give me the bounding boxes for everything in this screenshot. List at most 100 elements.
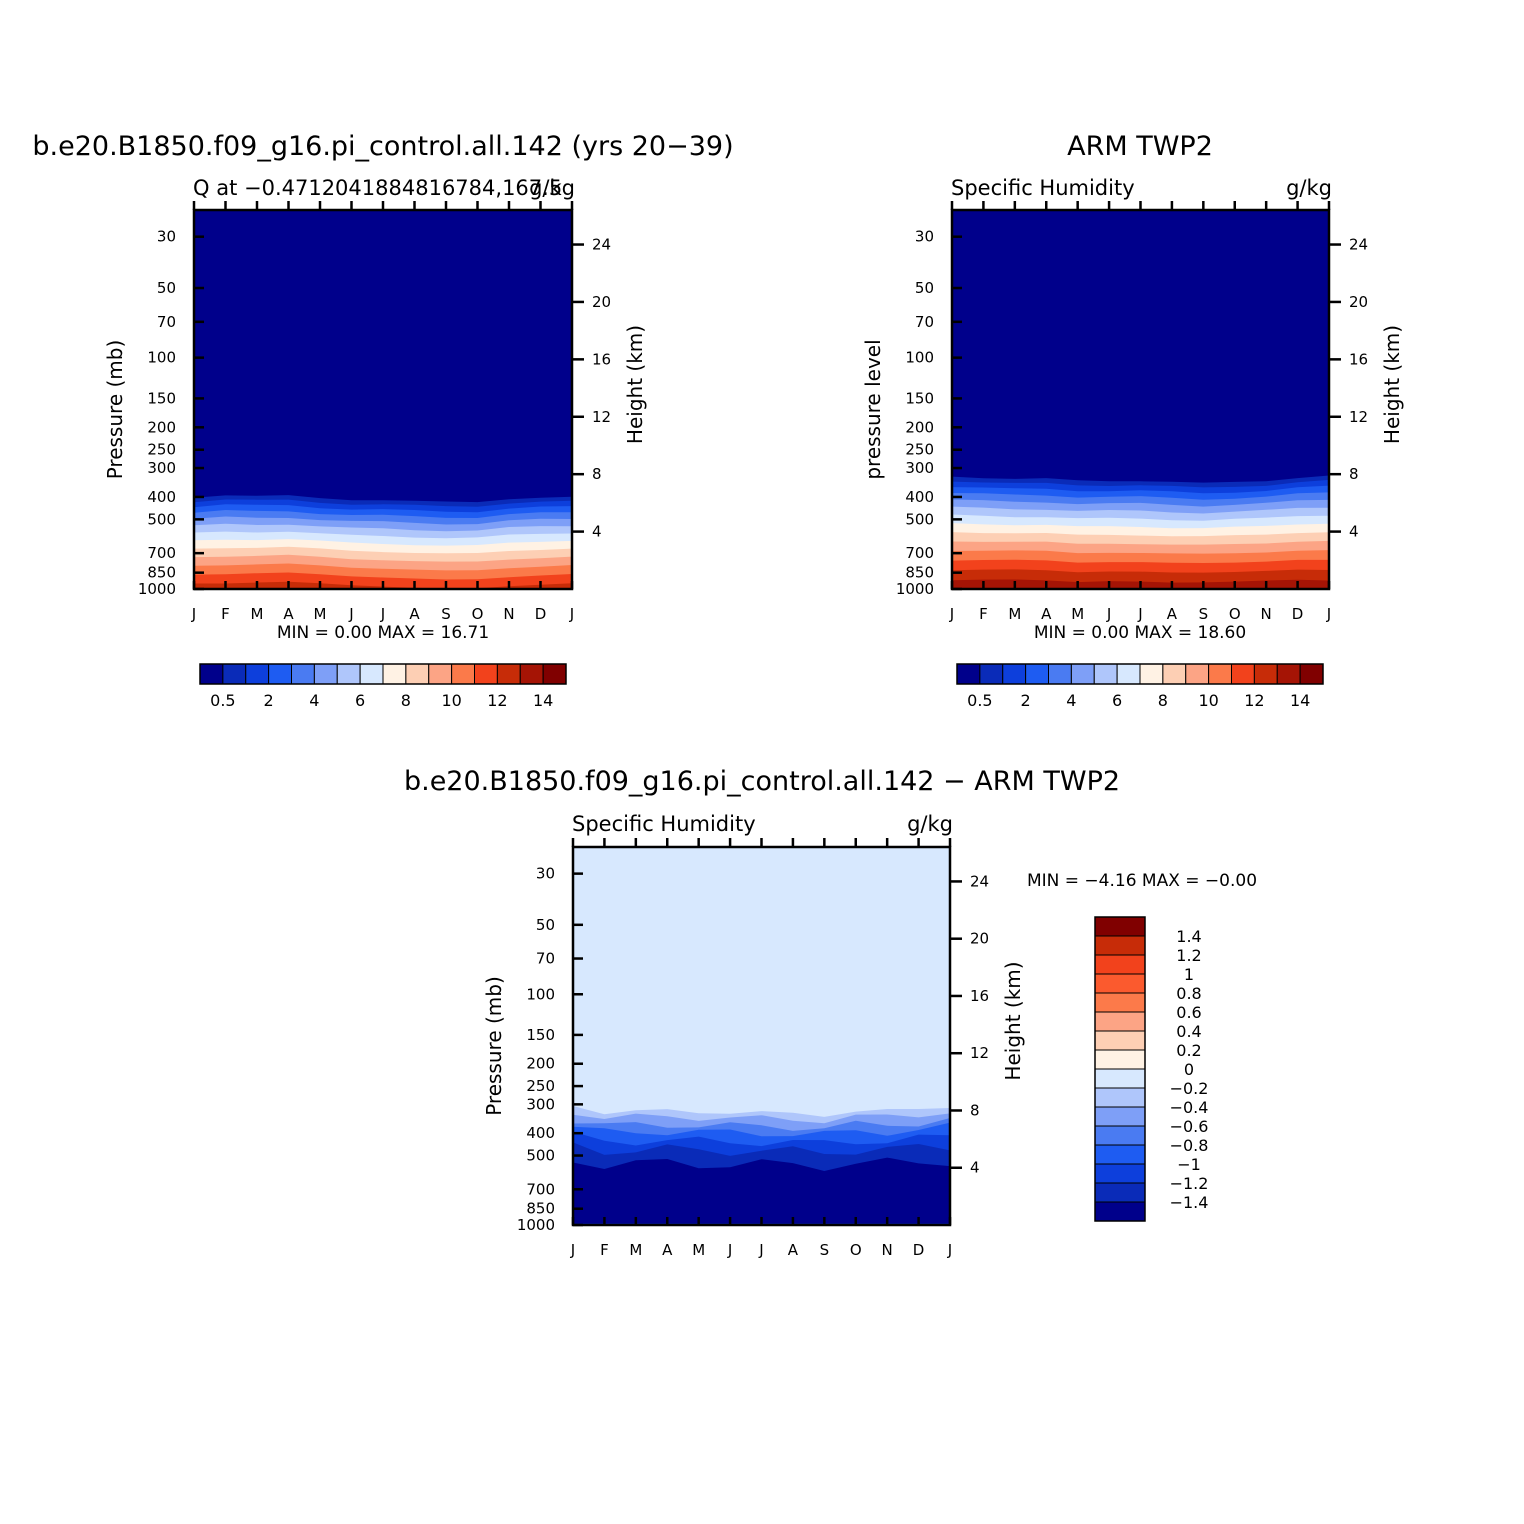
y-tick-label: 400 bbox=[905, 488, 934, 506]
colorbar-swatch bbox=[222, 663, 247, 685]
y-tick-label: 30 bbox=[157, 228, 176, 246]
colorbar-label: 12 bbox=[487, 691, 507, 710]
y-tick-label: 1000 bbox=[517, 1216, 555, 1234]
chart-title: b.e20.B1850.f09_g16.pi_control.all.142 (… bbox=[32, 131, 733, 162]
x-tick-label: J bbox=[1106, 605, 1111, 623]
x-tick-label: A bbox=[1041, 605, 1052, 623]
colorbar-swatch bbox=[405, 663, 430, 685]
colorbar-label: 12 bbox=[1244, 691, 1264, 710]
y-tick-label: 150 bbox=[147, 389, 176, 407]
colorbar-swatch bbox=[1094, 954, 1146, 975]
y-tick-label: 250 bbox=[526, 1077, 555, 1095]
colorbar-label: −0.2 bbox=[1170, 1079, 1209, 1098]
colorbar-label: 2 bbox=[264, 691, 274, 710]
colorbar-swatch bbox=[1162, 663, 1187, 685]
x-tick-label: N bbox=[882, 1241, 893, 1259]
colorbar-swatch bbox=[382, 663, 407, 685]
x-tick-label: J bbox=[949, 605, 954, 623]
x-tick-label: J bbox=[380, 605, 385, 623]
colorbar-swatch bbox=[199, 663, 224, 685]
colorbar-label: 8 bbox=[401, 691, 411, 710]
colorbar-swatch bbox=[1094, 1106, 1146, 1127]
y-tick-label: 500 bbox=[526, 1147, 555, 1165]
colorbar-swatch bbox=[313, 663, 338, 685]
x-tick-label: J bbox=[758, 1241, 763, 1259]
y-right-tick-label: 24 bbox=[970, 872, 989, 890]
colorbar-label: 0.5 bbox=[967, 691, 992, 710]
x-tick-label: S bbox=[1199, 605, 1209, 623]
x-tick-label: J bbox=[348, 605, 353, 623]
y-right-tick-label: 16 bbox=[592, 350, 611, 368]
subtitle-left: Specific Humidity bbox=[951, 176, 1135, 200]
colorbar-swatch bbox=[1094, 1182, 1146, 1203]
x-tick-label: J bbox=[191, 605, 196, 623]
colorbar-label: 14 bbox=[533, 691, 553, 710]
colorbar-label: 6 bbox=[1112, 691, 1122, 710]
x-tick-label: O bbox=[850, 1241, 862, 1259]
colorbar-swatch bbox=[268, 663, 292, 685]
x-tick-label: A bbox=[662, 1241, 673, 1259]
y-tick-label: 1000 bbox=[896, 580, 934, 598]
colorbar-swatch bbox=[1094, 1068, 1146, 1089]
x-tick-label: M bbox=[1008, 605, 1021, 623]
colorbar-swatch bbox=[1094, 992, 1146, 1013]
colorbar-swatch bbox=[979, 663, 1004, 685]
y-tick-label: 300 bbox=[147, 459, 176, 477]
chart-title: ARM TWP2 bbox=[1067, 131, 1213, 162]
axes: J F M A M J J A S O N D J305070100150200250300400500… bbox=[861, 131, 1404, 643]
y-tick-label: 30 bbox=[915, 228, 934, 246]
x-tick-label: J bbox=[569, 605, 574, 623]
x-tick-label: J bbox=[1326, 605, 1331, 623]
x-tick-label: S bbox=[441, 605, 451, 623]
colorbar-label: −0.8 bbox=[1170, 1136, 1209, 1155]
contour-field bbox=[194, 210, 572, 589]
y-right-tick-label: 12 bbox=[1349, 408, 1368, 426]
y-right-tick-label: 12 bbox=[592, 408, 611, 426]
colorbar-swatch bbox=[1025, 663, 1049, 685]
colorbar-swatch bbox=[1094, 1144, 1146, 1165]
x-tick-label: J bbox=[947, 1241, 952, 1259]
x-tick-label: O bbox=[1229, 605, 1241, 623]
colorbar-swatch bbox=[474, 663, 498, 685]
y-tick-label: 700 bbox=[905, 544, 934, 562]
axes: J F M A M J J A S O N D J305070100150200250300400500… bbox=[32, 131, 733, 643]
contour-field bbox=[952, 210, 1329, 589]
colorbar: 0.5 2 4 6 8 10 12 14 bbox=[956, 663, 1324, 710]
colorbar-swatch bbox=[1208, 663, 1232, 685]
colorbar-swatch bbox=[1094, 1087, 1146, 1108]
contour-field bbox=[573, 847, 950, 1225]
x-tick-label: F bbox=[221, 605, 230, 623]
colorbar-label: −0.4 bbox=[1170, 1098, 1209, 1117]
colorbar-swatch bbox=[1093, 663, 1118, 685]
x-tick-label: J bbox=[570, 1241, 575, 1259]
colorbar-label: −1 bbox=[1177, 1155, 1201, 1174]
colorbar-swatch bbox=[359, 663, 384, 685]
colorbar-swatch bbox=[1094, 916, 1146, 937]
colorbar-swatch bbox=[245, 663, 270, 685]
colorbar-label: 10 bbox=[1198, 691, 1218, 710]
x-tick-label: A bbox=[409, 605, 420, 623]
colorbar-swatch bbox=[956, 663, 981, 685]
colorbar-swatch bbox=[451, 663, 475, 685]
y-tick-label: 1000 bbox=[138, 580, 176, 598]
colorbar-swatch bbox=[496, 663, 521, 685]
y-tick-label: 850 bbox=[147, 564, 176, 582]
y-axis-label: Pressure (mb) bbox=[482, 976, 506, 1116]
colorbar-swatch bbox=[542, 663, 567, 685]
y-tick-label: 50 bbox=[157, 279, 176, 297]
x-tick-label: N bbox=[503, 605, 514, 623]
subtitle-left: Specific Humidity bbox=[572, 812, 756, 836]
colorbar-label: 4 bbox=[1066, 691, 1076, 710]
y-tick-label: 500 bbox=[905, 510, 934, 528]
colorbar: 0.5 2 4 6 8 10 12 14 bbox=[199, 663, 567, 710]
y-tick-label: 500 bbox=[147, 510, 176, 528]
y-right-tick-label: 24 bbox=[1349, 236, 1368, 254]
colorbar-label: −0.6 bbox=[1170, 1117, 1209, 1136]
y-right-tick-label: 4 bbox=[970, 1159, 980, 1177]
colorbar-swatch bbox=[1231, 663, 1255, 685]
y-tick-label: 100 bbox=[526, 985, 555, 1003]
colorbar-label: 14 bbox=[1290, 691, 1310, 710]
colorbar-label: 1.2 bbox=[1176, 946, 1201, 965]
axes: J F M A M J J A S O N D J305070100150200250300400500… bbox=[404, 766, 1257, 1259]
